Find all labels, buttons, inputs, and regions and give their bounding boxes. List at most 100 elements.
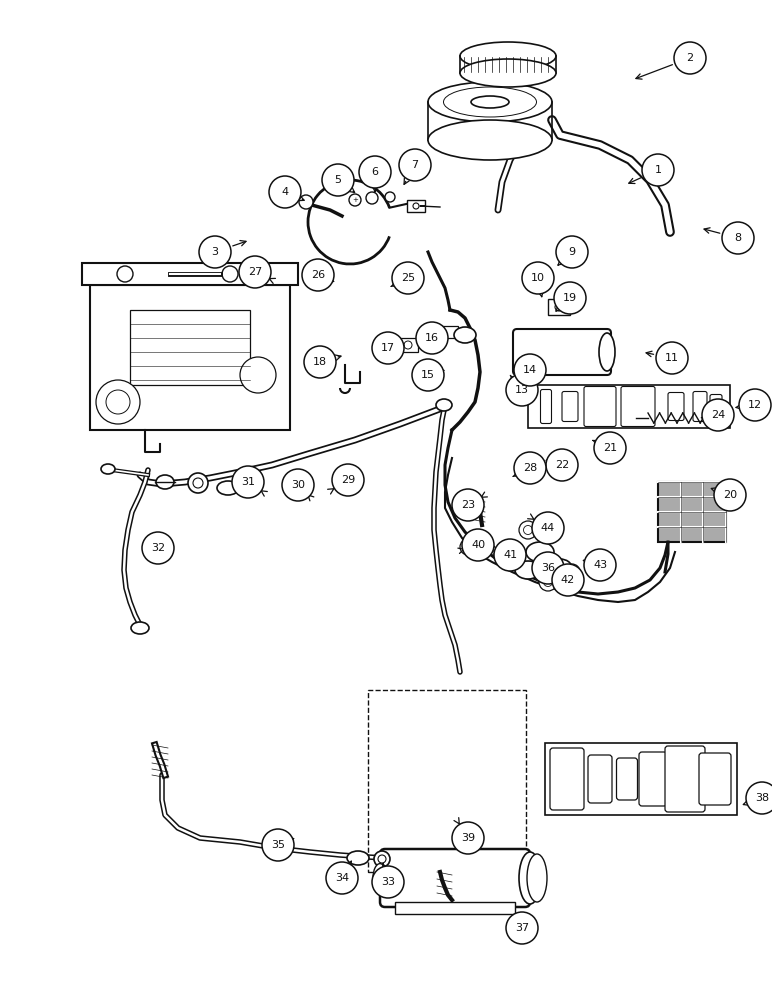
Circle shape bbox=[452, 489, 484, 521]
Circle shape bbox=[514, 354, 546, 386]
Text: 21: 21 bbox=[603, 443, 617, 453]
Text: 14: 14 bbox=[523, 365, 537, 375]
Circle shape bbox=[506, 374, 538, 406]
Circle shape bbox=[674, 42, 706, 74]
Ellipse shape bbox=[347, 851, 369, 865]
Circle shape bbox=[739, 389, 771, 421]
FancyBboxPatch shape bbox=[617, 758, 638, 800]
FancyBboxPatch shape bbox=[665, 746, 705, 812]
Circle shape bbox=[552, 564, 584, 596]
FancyBboxPatch shape bbox=[513, 329, 611, 375]
Text: 11: 11 bbox=[665, 353, 679, 363]
FancyBboxPatch shape bbox=[540, 389, 551, 424]
FancyBboxPatch shape bbox=[584, 386, 616, 426]
Circle shape bbox=[332, 464, 364, 496]
Text: 42: 42 bbox=[561, 575, 575, 585]
Circle shape bbox=[522, 262, 554, 294]
Circle shape bbox=[546, 449, 578, 481]
Circle shape bbox=[142, 532, 174, 564]
Text: 13: 13 bbox=[515, 385, 529, 395]
Circle shape bbox=[539, 573, 557, 591]
Text: 35: 35 bbox=[271, 840, 285, 850]
Ellipse shape bbox=[526, 542, 554, 562]
Text: 26: 26 bbox=[311, 270, 325, 280]
FancyBboxPatch shape bbox=[710, 394, 722, 418]
Bar bbox=[395, 902, 515, 914]
Circle shape bbox=[385, 192, 395, 202]
Text: 33: 33 bbox=[381, 877, 395, 887]
Circle shape bbox=[460, 539, 476, 555]
Text: 29: 29 bbox=[341, 475, 355, 485]
Circle shape bbox=[117, 266, 133, 282]
Circle shape bbox=[232, 466, 264, 498]
Circle shape bbox=[372, 332, 404, 364]
FancyBboxPatch shape bbox=[562, 391, 578, 422]
Text: 2: 2 bbox=[686, 53, 693, 63]
Circle shape bbox=[506, 912, 538, 944]
Polygon shape bbox=[445, 430, 668, 594]
Text: 4: 4 bbox=[282, 187, 289, 197]
Bar bbox=[407, 200, 425, 212]
Circle shape bbox=[514, 452, 546, 484]
Text: 23: 23 bbox=[461, 500, 475, 510]
Ellipse shape bbox=[454, 327, 476, 343]
Bar bbox=[528, 385, 730, 428]
FancyBboxPatch shape bbox=[639, 752, 667, 806]
Circle shape bbox=[722, 222, 754, 254]
Ellipse shape bbox=[428, 82, 552, 122]
Circle shape bbox=[399, 149, 431, 181]
Text: 7: 7 bbox=[411, 160, 418, 170]
Circle shape bbox=[302, 259, 334, 291]
Circle shape bbox=[413, 203, 419, 209]
FancyBboxPatch shape bbox=[588, 755, 612, 803]
Circle shape bbox=[452, 822, 484, 854]
Bar bbox=[130, 310, 250, 385]
Text: 15: 15 bbox=[421, 370, 435, 380]
Circle shape bbox=[299, 195, 313, 209]
Bar bbox=[545, 743, 737, 815]
Ellipse shape bbox=[460, 59, 556, 87]
Circle shape bbox=[564, 564, 580, 580]
Circle shape bbox=[584, 549, 616, 581]
Text: 37: 37 bbox=[515, 923, 529, 933]
Circle shape bbox=[239, 256, 271, 288]
Text: 40: 40 bbox=[471, 540, 485, 550]
Text: 9: 9 bbox=[568, 247, 576, 257]
Ellipse shape bbox=[373, 864, 387, 892]
Circle shape bbox=[326, 862, 358, 894]
Circle shape bbox=[372, 866, 404, 898]
Bar bbox=[398, 338, 418, 352]
Ellipse shape bbox=[156, 475, 174, 489]
Circle shape bbox=[532, 552, 564, 584]
Circle shape bbox=[392, 262, 424, 294]
Circle shape bbox=[568, 568, 576, 576]
Circle shape bbox=[464, 543, 472, 551]
Circle shape bbox=[374, 851, 390, 867]
Circle shape bbox=[519, 521, 537, 539]
Text: +: + bbox=[352, 197, 358, 203]
Bar bbox=[82, 263, 298, 285]
Text: 44: 44 bbox=[541, 523, 555, 533]
Ellipse shape bbox=[460, 42, 556, 70]
Ellipse shape bbox=[471, 96, 509, 108]
Ellipse shape bbox=[428, 120, 552, 160]
Text: 39: 39 bbox=[461, 833, 475, 843]
Text: 12: 12 bbox=[748, 400, 762, 410]
Circle shape bbox=[412, 359, 444, 391]
Circle shape bbox=[702, 399, 734, 431]
Ellipse shape bbox=[527, 854, 547, 902]
Circle shape bbox=[222, 266, 238, 282]
Text: 17: 17 bbox=[381, 343, 395, 353]
Circle shape bbox=[494, 547, 510, 563]
Ellipse shape bbox=[599, 333, 615, 371]
Text: 8: 8 bbox=[734, 233, 742, 243]
Ellipse shape bbox=[515, 561, 541, 579]
Circle shape bbox=[594, 432, 626, 464]
Text: 10: 10 bbox=[531, 273, 545, 283]
Ellipse shape bbox=[436, 399, 452, 411]
Circle shape bbox=[349, 194, 361, 206]
Circle shape bbox=[532, 512, 564, 544]
Ellipse shape bbox=[217, 481, 239, 495]
FancyBboxPatch shape bbox=[699, 753, 731, 805]
Text: 20: 20 bbox=[723, 490, 737, 500]
